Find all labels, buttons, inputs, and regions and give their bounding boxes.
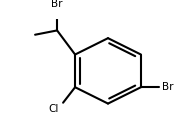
Text: Cl: Cl [49,104,59,114]
Text: Br: Br [162,82,173,92]
Text: Br: Br [51,0,63,9]
